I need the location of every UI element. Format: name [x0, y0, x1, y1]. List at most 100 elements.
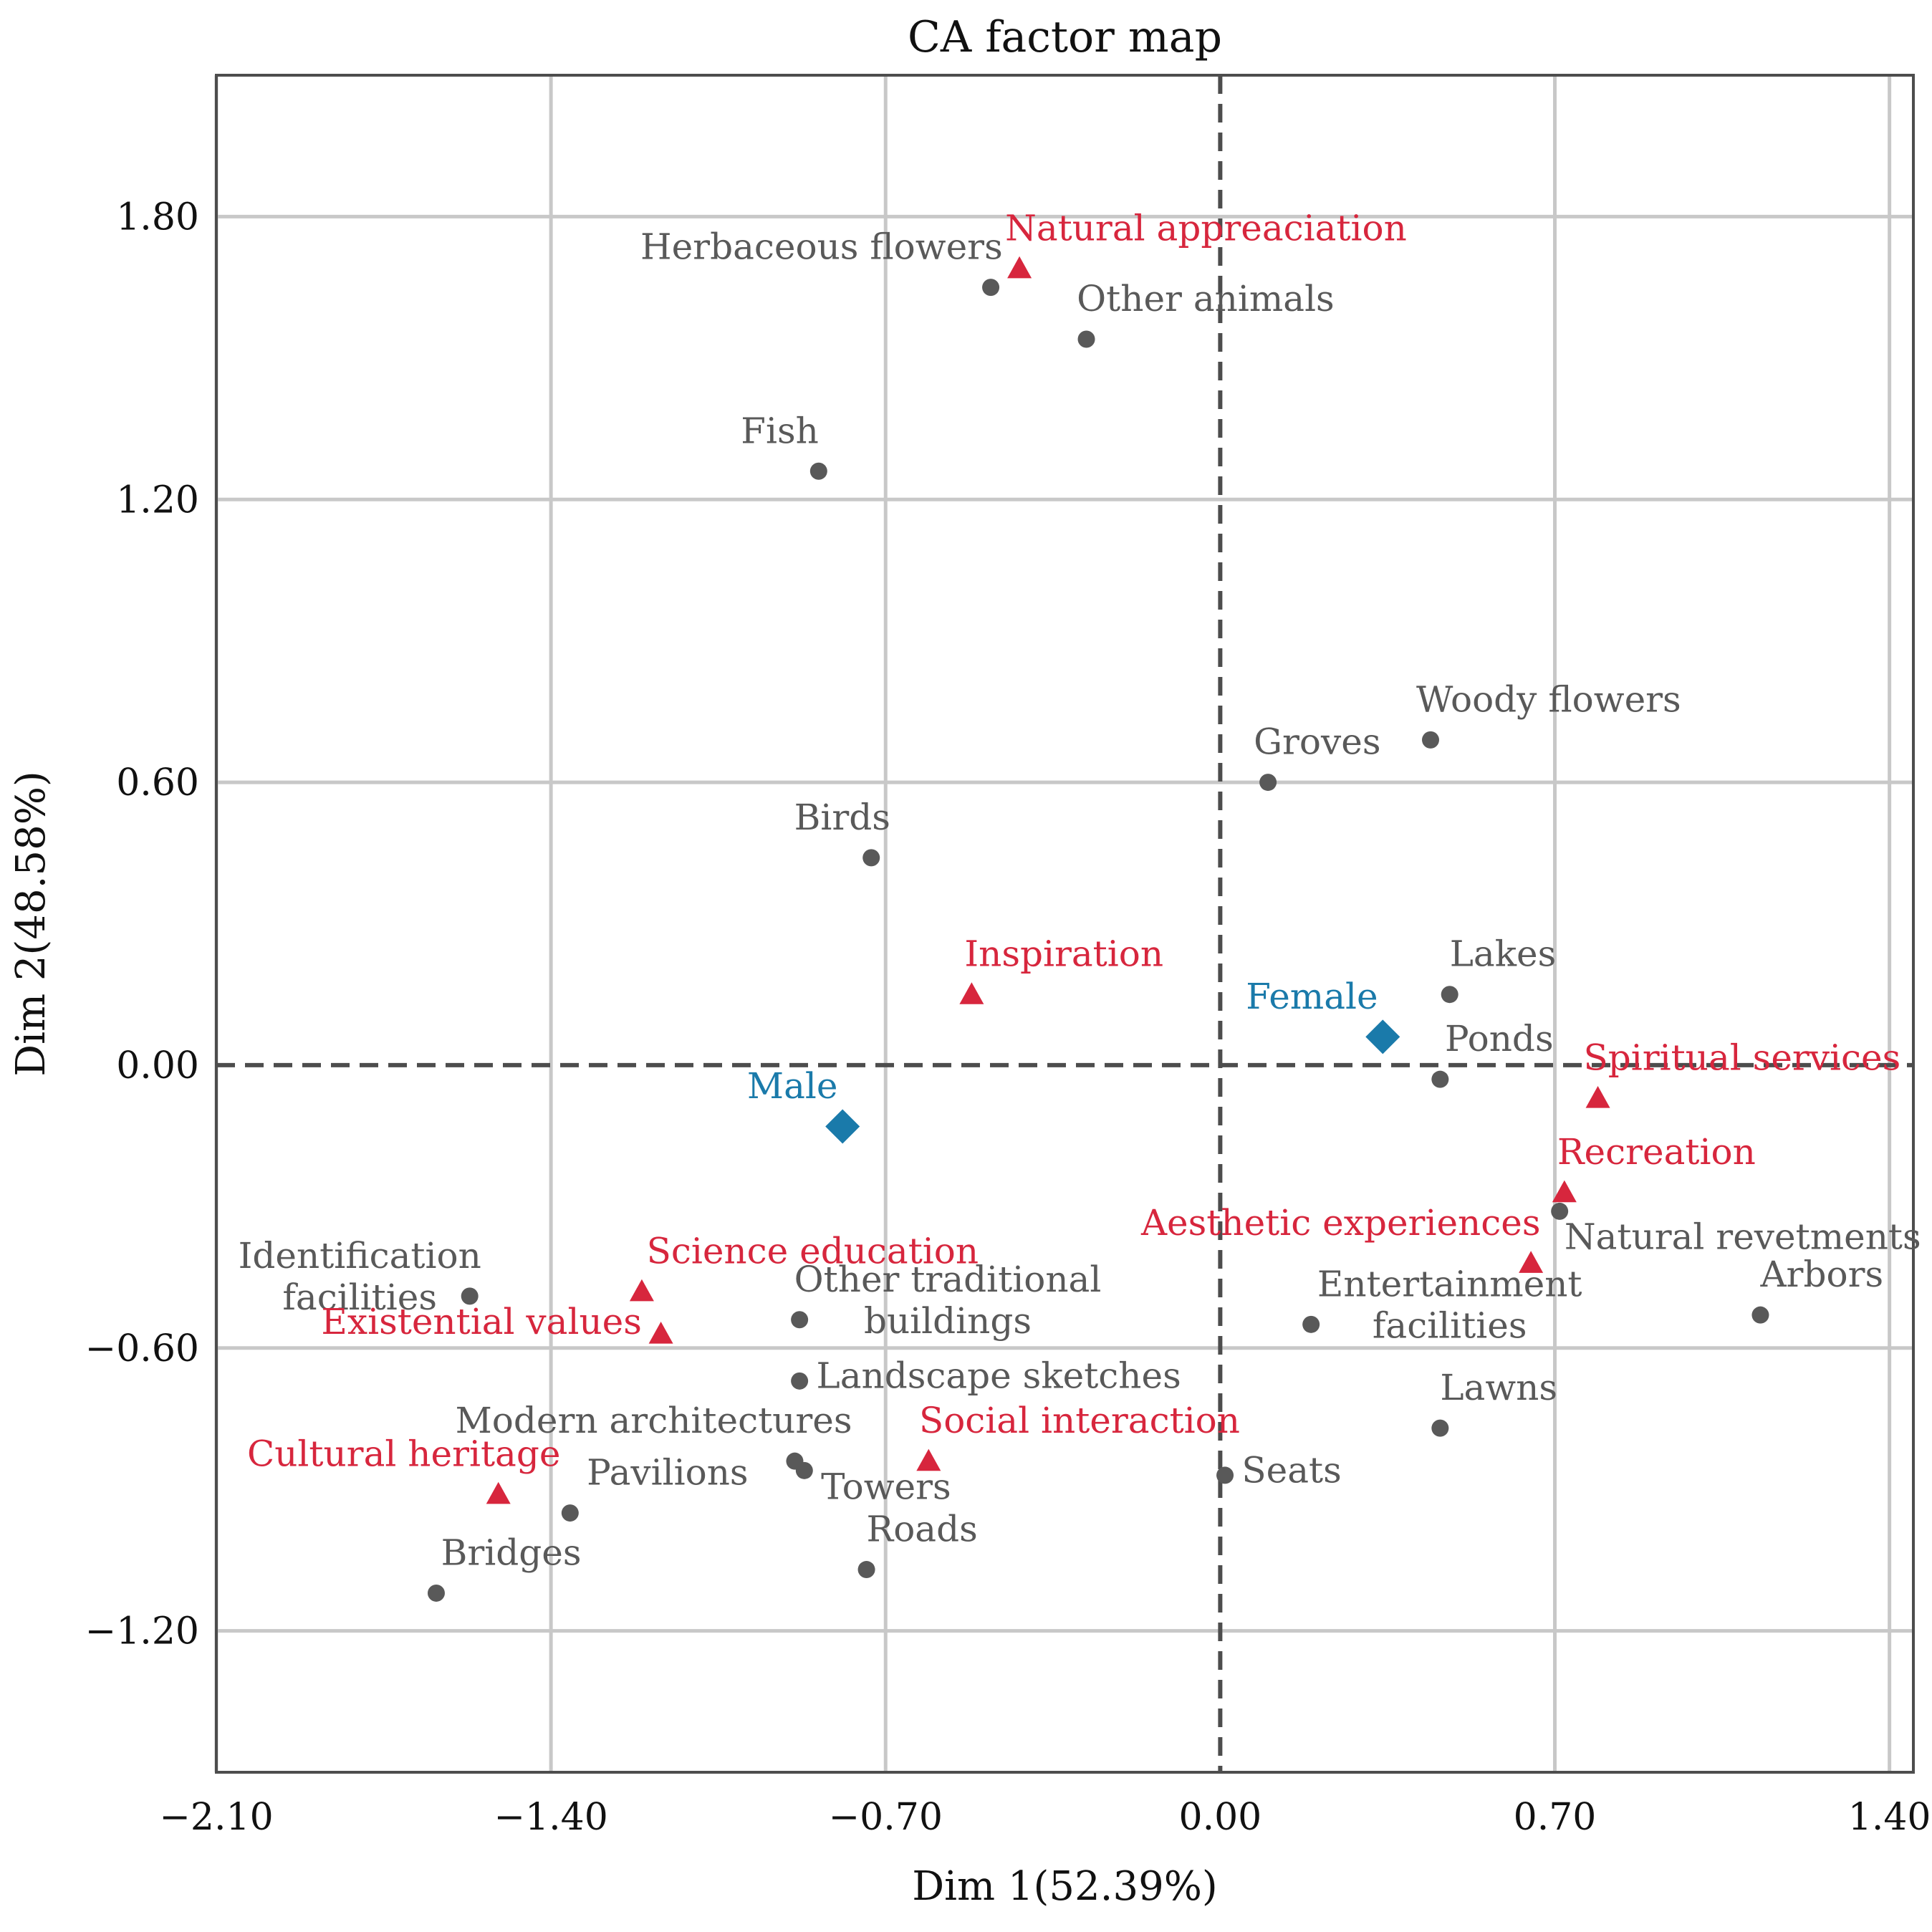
point-label-line: Male [747, 1065, 838, 1107]
element-point [461, 1287, 479, 1305]
service-point [1585, 1085, 1610, 1108]
point-label: Roads [867, 1509, 978, 1550]
point-label-line: Groves [1254, 721, 1380, 763]
point-label-line: Aesthetic experiences [1140, 1202, 1541, 1244]
point-label: Other animals [1077, 278, 1335, 319]
service-point [916, 1448, 941, 1471]
point-label-line: Bridges [441, 1532, 582, 1573]
point-label-line: Woody flowers [1416, 678, 1681, 720]
point-label: Inspiration [964, 933, 1163, 975]
element-point [791, 1372, 809, 1390]
service-point [486, 1481, 511, 1504]
point-label-line: Other animals [1077, 278, 1335, 319]
point-label: Seats [1241, 1449, 1341, 1491]
y-tick-label: 1.20 [116, 479, 199, 522]
point-label: Cultural heritage [247, 1433, 561, 1474]
element-point [1441, 986, 1458, 1004]
element-point [786, 1452, 804, 1470]
point-label-line: Natural appreaciation [1005, 207, 1407, 249]
point-label: Female [1246, 976, 1378, 1017]
point-label-line: Lakes [1450, 933, 1557, 975]
point-label: Herbaceous flowers [640, 226, 1003, 268]
point-label-line: Pavilions [587, 1452, 748, 1494]
point-label: Recreation [1557, 1131, 1756, 1173]
x-tick-label: −0.70 [829, 1796, 943, 1839]
y-tick-label: 1.80 [116, 196, 199, 239]
plot-frame [215, 74, 1915, 1774]
service-point [648, 1322, 673, 1344]
tick-labels: −2.10 −1.40 −0.70 0.00 0.70 1.40 1.80 1.20 0.60 0… [85, 196, 1931, 1839]
point-label-line: facilities [282, 1277, 437, 1318]
y-axis-label: Dim 2(48.58%) [8, 771, 54, 1077]
y-tick-label: −1.20 [85, 1610, 199, 1653]
point-label-line: buildings [864, 1300, 1032, 1342]
x-tick-label: 1.40 [1848, 1796, 1931, 1839]
element-point [561, 1504, 579, 1522]
element-point [809, 462, 827, 480]
y-tick-label: −0.60 [85, 1327, 199, 1370]
point-label: Birds [794, 797, 890, 838]
point-label-line: Existential values [321, 1301, 642, 1342]
point-label-line: Cultural heritage [247, 1433, 561, 1474]
point-label: Natural appreaciation [1005, 207, 1407, 249]
service-point [629, 1279, 654, 1302]
element-point [1422, 731, 1440, 749]
point-label: Modern architectures [456, 1400, 852, 1441]
gender-point [825, 1109, 860, 1144]
point-label-line: Roads [867, 1509, 978, 1550]
element-point [1302, 1315, 1320, 1333]
point-label-line: Landscape sketches [816, 1355, 1181, 1397]
point-label-line: Science education [647, 1230, 979, 1272]
point-label-line: Female [1246, 976, 1378, 1017]
point-label: Other traditional buildings [794, 1259, 1102, 1342]
y-tick-label: 0.60 [116, 761, 199, 804]
point-label: Groves [1254, 721, 1380, 763]
service-point [1552, 1180, 1577, 1203]
series-triangle: Natural appreaciation Inspiration Spiritua… [247, 207, 1900, 1504]
point-label: Ponds [1445, 1018, 1554, 1059]
point-label: Landscape sketches [816, 1355, 1181, 1397]
gender-point [1365, 1019, 1400, 1054]
zero-lines [216, 75, 1913, 1772]
element-point [791, 1311, 809, 1329]
chart-title: CA factor map [908, 12, 1222, 62]
point-label: Arbors [1759, 1254, 1883, 1295]
x-tick-label: 0.00 [1178, 1796, 1261, 1839]
point-label: Male [747, 1065, 838, 1107]
point-label: Lakes [1450, 933, 1557, 975]
point-label-line: Lawns [1440, 1367, 1557, 1408]
point-label-line: facilities [1373, 1304, 1527, 1346]
element-point [1551, 1202, 1569, 1220]
element-point [1431, 1419, 1449, 1437]
point-label: Existential values [321, 1301, 642, 1342]
point-label: Aesthetic experiences [1140, 1202, 1541, 1244]
point-label-line: Birds [794, 797, 890, 838]
x-tick-label: 0.70 [1514, 1796, 1597, 1839]
point-label-line: Seats [1241, 1449, 1341, 1491]
point-label-line: Entertainment [1317, 1263, 1582, 1304]
point-label: Woody flowers [1416, 678, 1681, 720]
element-point [427, 1584, 445, 1602]
point-label-line: Recreation [1557, 1131, 1756, 1173]
point-label: Social interaction [919, 1400, 1240, 1441]
point-label: Natural revetments [1565, 1216, 1921, 1258]
element-point [1259, 774, 1277, 792]
point-label-line: Other traditional [794, 1259, 1102, 1300]
point-label: Pavilions [587, 1452, 748, 1494]
grid [214, 75, 1913, 1772]
y-tick-label: 0.00 [116, 1044, 199, 1087]
element-point [1077, 330, 1095, 348]
point-label-line: Fish [741, 410, 819, 451]
point-label: Fish [741, 410, 819, 451]
point-label-line: Spiritual services [1584, 1037, 1901, 1078]
point-label-line: Ponds [1445, 1018, 1554, 1059]
point-label-line: Inspiration [964, 933, 1163, 975]
x-tick-label: −1.40 [494, 1796, 607, 1839]
point-label-line: Towers [821, 1466, 951, 1507]
series-circle: Herbaceous flowers Other animals Fish Birds… [239, 226, 1921, 1602]
point-label: Bridges [441, 1532, 582, 1573]
series-diamond: Female Male [747, 976, 1400, 1144]
point-label-line: Social interaction [919, 1400, 1240, 1441]
x-tick-label: −2.10 [159, 1796, 273, 1839]
